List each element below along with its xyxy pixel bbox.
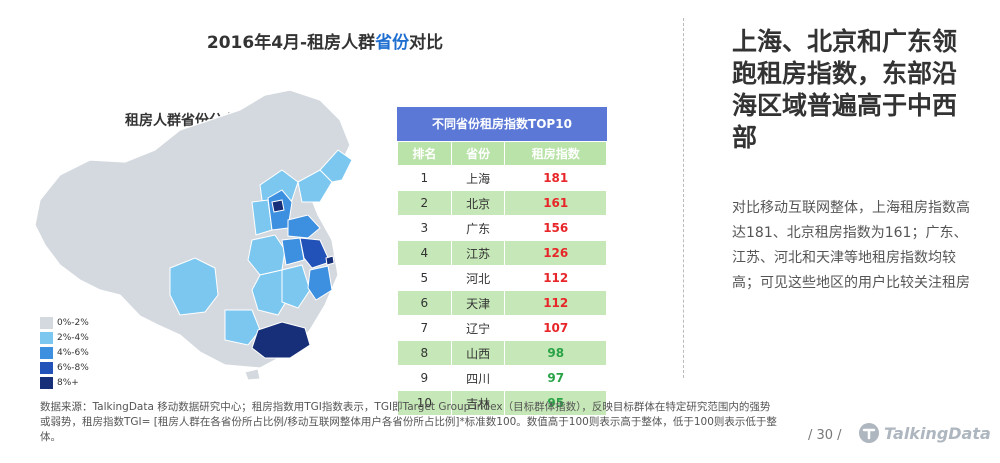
legend-label: 6%-8% (57, 363, 89, 373)
legend-item: 0%-2% (40, 316, 89, 330)
legend-label: 2%-4% (57, 333, 89, 343)
index-cell: 97 (504, 365, 607, 391)
legend-item: 6%-8% (40, 361, 89, 375)
header-index: 租房指数 (504, 141, 607, 166)
region-hainan (244, 368, 261, 380)
legend-swatch (40, 377, 53, 389)
header-rank: 排名 (397, 141, 452, 166)
index-cell: 156 (504, 215, 607, 241)
description: 对比移动互联网整体，上海租房指数高达181、北京租房指数为161；广东、江苏、河… (732, 200, 970, 291)
china-map (34, 90, 353, 380)
table-row: 10 吉林 95 (397, 390, 607, 416)
province-cell: 江苏 (450, 240, 506, 266)
index-cell: 107 (504, 315, 607, 341)
province-cell: 河北 (450, 265, 506, 291)
table-header-row: 排名 省份 租房指数 (397, 141, 607, 166)
table-row: 2 北京 161 (397, 190, 607, 216)
rank-cell: 3 (397, 215, 452, 241)
talkingdata-logo: TalkingData (858, 422, 991, 444)
table-row: 5 河北 112 (397, 265, 607, 291)
legend-swatch (40, 317, 53, 329)
index-cell: 161 (504, 190, 607, 216)
index-cell: 98 (504, 340, 607, 366)
table-row: 4 江苏 126 (397, 240, 607, 266)
map-legend: 0%-2% 2%-4% 4%-6% 6%-8% 8%+ (40, 316, 89, 391)
logo-icon (859, 423, 879, 443)
province-cell: 辽宁 (450, 315, 506, 341)
table-row: 9 四川 97 (397, 365, 607, 391)
table-title: 不同省份租房指数TOP10 (397, 107, 607, 141)
region-zhejiang (307, 265, 333, 301)
region-beijing (271, 199, 285, 213)
province-cell: 四川 (450, 365, 506, 391)
table-row: 6 天津 112 (397, 290, 607, 316)
province-cell: 山西 (450, 340, 506, 366)
province-cell: 上海 (450, 165, 506, 191)
table-row: 3 广东 156 (397, 215, 607, 241)
table-row: 1 上海 181 (397, 165, 607, 191)
rank-cell: 8 (397, 340, 452, 366)
legend-item: 2%-4% (40, 331, 89, 345)
legend-swatch (40, 332, 53, 344)
region-guangdong (251, 321, 311, 359)
title-highlight: 省份 (375, 33, 410, 53)
table-row: 7 辽宁 107 (397, 315, 607, 341)
region-jiangsu (299, 237, 331, 269)
rank-cell: 1 (397, 165, 452, 191)
source-note: 数据来源：TalkingData 移动数据研究中心；租房指数用TGI指数表示，T… (40, 401, 777, 443)
legend-label: 4%-6% (57, 348, 89, 358)
page-number: / 30 / (808, 428, 842, 443)
region-jilin (319, 149, 353, 183)
index-cell: 112 (504, 290, 607, 316)
region-shandong (287, 214, 321, 239)
rank-cell: 4 (397, 240, 452, 266)
page-title: 2016年4月-租房人群省份对比 (206, 33, 444, 53)
province-cell: 广东 (450, 215, 506, 241)
legend-swatch (40, 362, 53, 374)
province-cell: 北京 (450, 190, 506, 216)
logo-text: TalkingData (884, 423, 991, 443)
vertical-divider (683, 18, 684, 378)
province-cell: 天津 (450, 290, 506, 316)
region-jiangxi (281, 264, 311, 309)
region-guangxi (224, 309, 261, 346)
region-liaoning (297, 169, 333, 203)
rank-cell: 7 (397, 315, 452, 341)
headline: 上海、北京和广东领跑租房指数，东部沿海区域普遍高于中西部 (732, 27, 958, 152)
table-row: 8 山西 98 (397, 340, 607, 366)
region-anhui (281, 237, 305, 266)
index-cell: 95 (504, 390, 607, 416)
index-cell: 181 (504, 165, 607, 191)
legend-swatch (40, 347, 53, 359)
province-cell: 吉林 (450, 390, 506, 416)
index-cell: 112 (504, 265, 607, 291)
rank-cell: 9 (397, 365, 452, 391)
rank-cell: 10 (397, 390, 452, 416)
legend-item: 8%+ (40, 376, 89, 390)
legend-label: 8%+ (57, 378, 79, 388)
rank-cell: 2 (397, 190, 452, 216)
region-sichuan (169, 257, 219, 316)
rank-cell: 5 (397, 265, 452, 291)
index-cell: 126 (504, 240, 607, 266)
legend-label: 0%-2% (57, 318, 89, 328)
header-province: 省份 (450, 141, 506, 166)
legend-item: 4%-6% (40, 346, 89, 360)
rank-cell: 6 (397, 290, 452, 316)
top10-table: 不同省份租房指数TOP10 排名 省份 租房指数 1 上海 181 2 北京 161 3 广东… (397, 107, 607, 416)
region-shanghai (325, 255, 335, 266)
